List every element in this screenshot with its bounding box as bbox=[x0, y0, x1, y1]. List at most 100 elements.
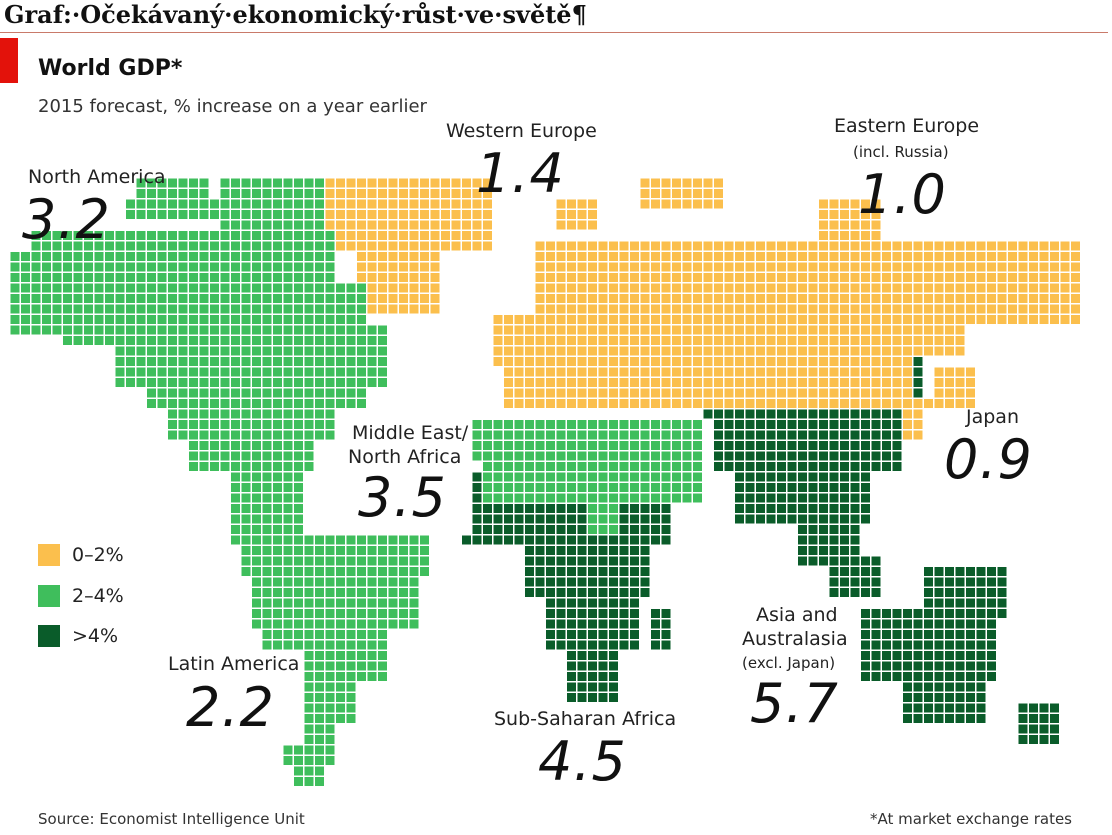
map-dot-north-america bbox=[199, 462, 209, 471]
map-dot-north-america bbox=[63, 262, 72, 272]
map-dot-asia-australasia bbox=[756, 441, 765, 450]
map-dot-western-europe bbox=[535, 315, 545, 324]
map-dot-asia-australasia bbox=[756, 451, 765, 461]
map-dot-sub-saharan-africa bbox=[619, 609, 629, 618]
map-dot-north-america bbox=[168, 199, 177, 209]
map-dot-eastern-europe bbox=[640, 262, 650, 272]
map-dot-middle-east bbox=[546, 472, 555, 482]
map-dot-eastern-europe bbox=[913, 409, 923, 419]
map-dot-north-america bbox=[136, 346, 146, 356]
map-dot-middle-east bbox=[588, 514, 597, 524]
map-dot-latin-america bbox=[241, 504, 251, 513]
map-dot-eastern-europe bbox=[955, 283, 965, 293]
map-dot-latin-america bbox=[304, 535, 314, 545]
map-dot-eastern-europe bbox=[829, 336, 839, 345]
map-dot-asia-australasia bbox=[756, 430, 765, 440]
map-dot-sub-saharan-africa bbox=[567, 525, 576, 534]
map-dot-asia-australasia bbox=[840, 525, 849, 534]
map-dot-eastern-europe bbox=[861, 399, 870, 408]
map-dot-eastern-europe bbox=[829, 262, 839, 272]
map-dot-sub-saharan-africa bbox=[640, 546, 650, 555]
map-dot-middle-east bbox=[598, 472, 608, 482]
map-dot-eastern-europe bbox=[945, 283, 954, 293]
accent-tab bbox=[0, 38, 18, 83]
map-dot-western-europe bbox=[388, 178, 398, 188]
map-dot-asia-australasia bbox=[892, 630, 902, 639]
map-dot-north-america bbox=[115, 273, 125, 282]
map-dot-asia-australasia bbox=[756, 409, 765, 419]
map-dot-eastern-europe bbox=[892, 283, 902, 293]
map-dot-asia-australasia bbox=[966, 619, 975, 629]
map-dot-sub-saharan-africa bbox=[525, 556, 534, 566]
map-dot-eastern-europe bbox=[913, 420, 923, 429]
map-dot-north-america bbox=[147, 210, 156, 219]
map-dot-middle-east bbox=[630, 493, 639, 503]
map-dot-eastern-europe bbox=[546, 294, 555, 303]
map-dot-north-america bbox=[199, 189, 209, 198]
map-dot-north-america bbox=[189, 346, 198, 356]
map-dot-eastern-europe bbox=[735, 283, 744, 293]
map-dot-north-america bbox=[304, 336, 314, 345]
map-dot-eastern-europe bbox=[546, 262, 555, 272]
map-dot-western-europe bbox=[420, 178, 429, 188]
map-dot-asia-australasia bbox=[829, 567, 839, 576]
map-dot-north-america bbox=[220, 220, 230, 230]
map-dot-asia-australasia bbox=[861, 483, 870, 492]
map-dot-asia-australasia bbox=[745, 493, 755, 503]
map-dot-sub-saharan-africa bbox=[598, 577, 608, 587]
map-dot-north-america bbox=[126, 262, 135, 272]
map-dot-eastern-europe bbox=[787, 325, 797, 335]
map-dot-latin-america bbox=[273, 630, 282, 639]
map-dot-asia-australasia bbox=[766, 451, 776, 461]
map-dot-north-america bbox=[210, 325, 219, 335]
map-dot-eastern-europe bbox=[546, 304, 555, 314]
map-dot-north-america bbox=[10, 325, 20, 335]
map-dot-asia-australasia bbox=[903, 640, 912, 650]
map-dot-eastern-europe bbox=[850, 357, 860, 366]
map-dot-north-america bbox=[294, 325, 303, 335]
map-dot-asia-australasia bbox=[787, 504, 797, 513]
map-dot-north-america bbox=[346, 399, 356, 408]
map-dot-north-america bbox=[84, 231, 93, 240]
map-dot-asia-australasia bbox=[808, 556, 818, 566]
map-dot-north-america bbox=[84, 273, 93, 282]
map-dot-sub-saharan-africa bbox=[619, 598, 629, 608]
map-dot-eastern-europe bbox=[682, 262, 692, 272]
map-dot-eastern-europe bbox=[819, 399, 828, 408]
map-dot-asia-australasia bbox=[924, 714, 933, 723]
map-dot-sub-saharan-africa bbox=[598, 598, 608, 608]
map-dot-asia-australasia bbox=[997, 577, 1007, 587]
map-dot-north-america bbox=[189, 462, 198, 471]
map-dot-north-america bbox=[315, 199, 324, 209]
map-dot-middle-east bbox=[493, 451, 503, 461]
map-dot-north-america bbox=[52, 241, 62, 251]
map-dot-middle-east bbox=[630, 441, 639, 450]
map-dot-eastern-europe bbox=[577, 304, 587, 314]
map-dot-eastern-europe bbox=[693, 336, 702, 345]
map-dot-asia-australasia bbox=[882, 630, 891, 639]
map-dot-sub-saharan-africa bbox=[567, 514, 576, 524]
map-dot-asia-australasia bbox=[955, 703, 965, 713]
map-dot-eastern-europe bbox=[598, 304, 608, 314]
map-dot-north-america bbox=[210, 346, 219, 356]
map-dot-eastern-europe bbox=[840, 304, 849, 314]
map-dot-eastern-europe bbox=[1050, 241, 1059, 251]
map-dot-asia-australasia bbox=[934, 640, 944, 650]
map-dot-north-america bbox=[189, 399, 198, 408]
map-dot-eastern-europe bbox=[577, 325, 587, 335]
map-dot-north-america bbox=[336, 346, 345, 356]
map-dot-eastern-europe bbox=[903, 430, 912, 440]
map-dot-eastern-europe bbox=[882, 262, 891, 272]
map-dot-eastern-europe bbox=[546, 336, 555, 345]
map-dot-asia-australasia bbox=[766, 514, 776, 524]
map-dot-western-europe bbox=[430, 273, 440, 282]
map-dot-north-america bbox=[315, 252, 324, 261]
map-dot-latin-america bbox=[399, 588, 408, 597]
map-dot-north-america bbox=[126, 357, 135, 366]
map-dot-middle-east bbox=[640, 441, 650, 450]
map-dot-eastern-europe bbox=[556, 399, 566, 408]
map-dot-latin-america bbox=[367, 609, 377, 618]
map-dot-western-europe bbox=[577, 294, 587, 303]
map-dot-eastern-europe bbox=[766, 294, 776, 303]
map-dot-sub-saharan-africa bbox=[546, 514, 555, 524]
